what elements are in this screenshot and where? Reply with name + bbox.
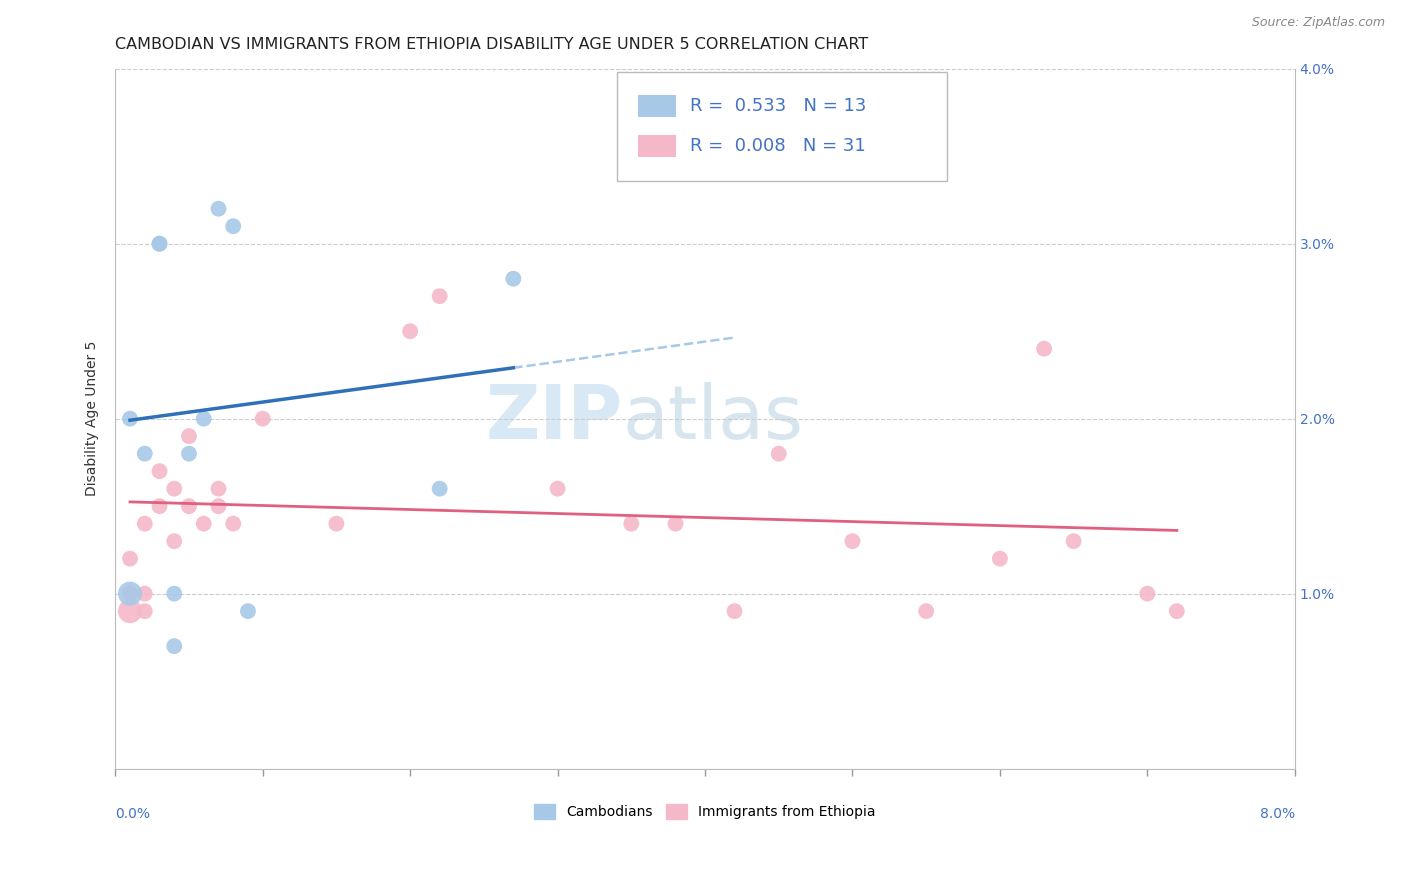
Point <box>768 447 790 461</box>
Legend: Cambodians, Immigrants from Ethiopia: Cambodians, Immigrants from Ethiopia <box>529 798 882 824</box>
Point <box>547 482 569 496</box>
Point <box>429 482 451 496</box>
Point <box>163 534 186 549</box>
Point <box>148 499 170 513</box>
Point <box>134 447 156 461</box>
Point <box>664 516 686 531</box>
Point <box>207 482 229 496</box>
Point <box>134 587 156 601</box>
Point <box>1136 587 1159 601</box>
Point <box>118 604 141 618</box>
Point <box>222 516 245 531</box>
Point <box>177 447 200 461</box>
Point <box>118 411 141 425</box>
Point <box>148 464 170 478</box>
Point <box>134 604 156 618</box>
Point <box>222 219 245 234</box>
Point <box>118 551 141 566</box>
Point <box>148 236 170 251</box>
Point <box>148 236 170 251</box>
Text: 0.0%: 0.0% <box>115 807 150 822</box>
Point <box>620 516 643 531</box>
Point <box>1033 342 1056 356</box>
Text: Source: ZipAtlas.com: Source: ZipAtlas.com <box>1251 16 1385 29</box>
Text: ZIP: ZIP <box>485 382 623 455</box>
Point <box>988 551 1011 566</box>
FancyBboxPatch shape <box>638 135 675 157</box>
Point <box>429 289 451 303</box>
Point <box>502 271 524 285</box>
Point <box>177 429 200 443</box>
Text: R =  0.533   N = 13: R = 0.533 N = 13 <box>690 97 866 115</box>
Point <box>399 324 422 338</box>
Point <box>118 587 141 601</box>
Point <box>723 604 745 618</box>
Text: 8.0%: 8.0% <box>1260 807 1295 822</box>
Point <box>177 499 200 513</box>
Point <box>163 639 186 653</box>
Point <box>1063 534 1085 549</box>
Point <box>163 587 186 601</box>
Point <box>325 516 347 531</box>
Point <box>236 604 259 618</box>
Text: atlas: atlas <box>623 382 803 455</box>
Y-axis label: Disability Age Under 5: Disability Age Under 5 <box>86 341 100 496</box>
Point <box>163 482 186 496</box>
Point <box>252 411 274 425</box>
Point <box>841 534 863 549</box>
Point <box>1166 604 1188 618</box>
Point <box>193 516 215 531</box>
FancyBboxPatch shape <box>617 72 946 181</box>
Text: CAMBODIAN VS IMMIGRANTS FROM ETHIOPIA DISABILITY AGE UNDER 5 CORRELATION CHART: CAMBODIAN VS IMMIGRANTS FROM ETHIOPIA DI… <box>115 37 869 53</box>
Text: R =  0.008   N = 31: R = 0.008 N = 31 <box>690 136 866 154</box>
Point <box>118 587 141 601</box>
Point <box>193 411 215 425</box>
Point <box>134 516 156 531</box>
Point <box>207 202 229 216</box>
FancyBboxPatch shape <box>638 95 675 117</box>
Point <box>207 499 229 513</box>
Point <box>915 604 938 618</box>
